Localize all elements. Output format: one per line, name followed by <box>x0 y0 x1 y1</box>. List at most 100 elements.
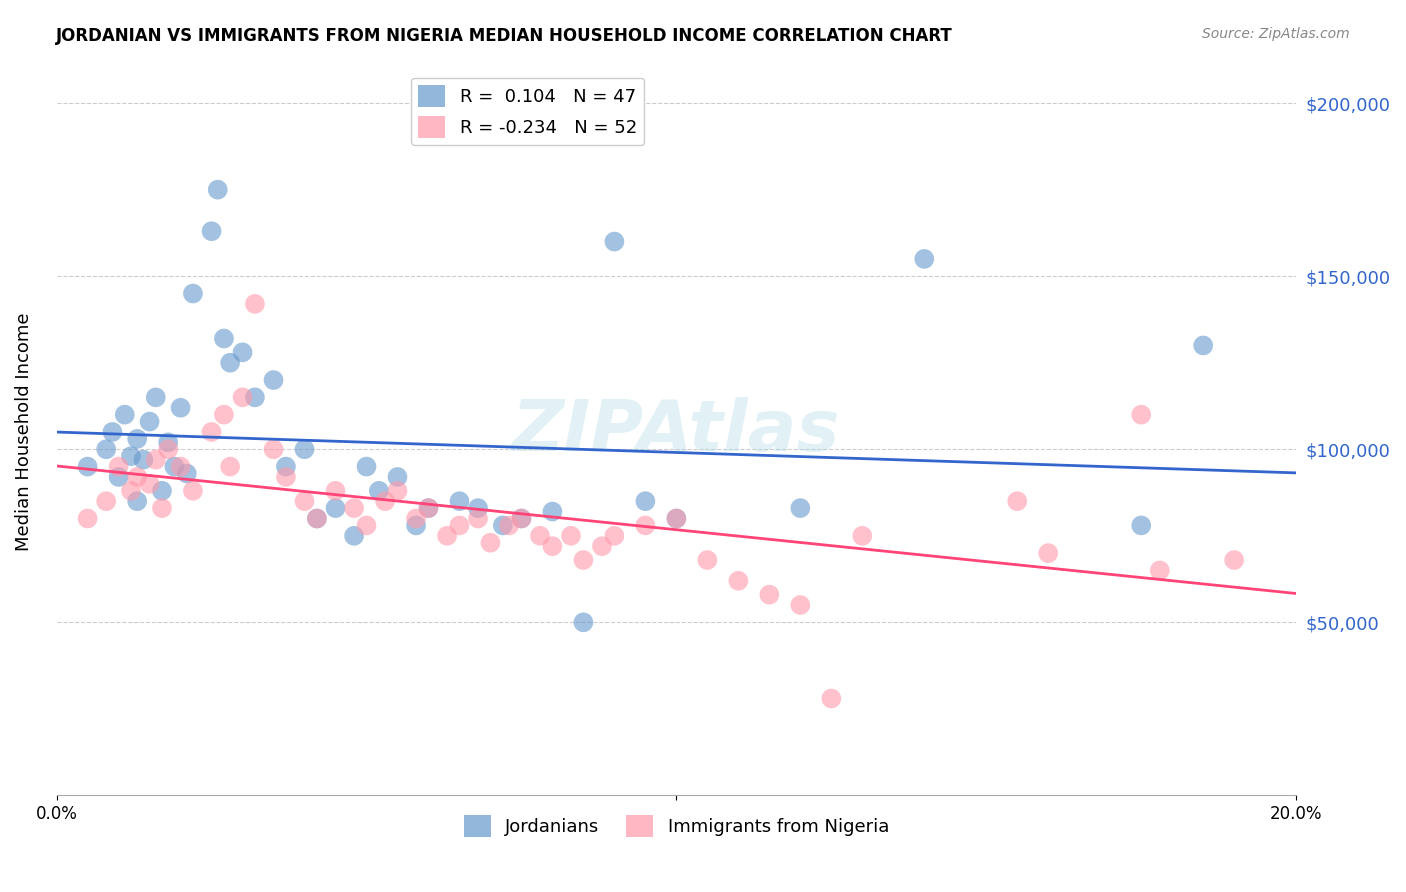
Point <box>343 501 366 516</box>
Y-axis label: Median Household Income: Median Household Income <box>15 313 32 551</box>
Point <box>1130 518 1153 533</box>
Point <box>572 553 595 567</box>
Point <box>96 494 118 508</box>
Point <box>356 518 378 533</box>
Point <box>207 183 229 197</box>
Point <box>343 529 366 543</box>
Point <box>789 501 811 516</box>
Point <box>479 535 502 549</box>
Point <box>572 615 595 630</box>
Point <box>76 511 98 525</box>
Point <box>1149 563 1171 577</box>
Text: Source: ZipAtlas.com: Source: ZipAtlas.com <box>1202 27 1350 41</box>
Point <box>127 432 149 446</box>
Point <box>1223 553 1246 567</box>
Point <box>325 501 347 516</box>
Point <box>449 494 471 508</box>
Point <box>138 415 160 429</box>
Point <box>367 483 389 498</box>
Point <box>114 408 136 422</box>
Point <box>305 511 328 525</box>
Point <box>163 459 186 474</box>
Point <box>96 442 118 457</box>
Point <box>219 356 242 370</box>
Point <box>263 373 285 387</box>
Point <box>157 435 180 450</box>
Point <box>727 574 749 588</box>
Point <box>789 598 811 612</box>
Point <box>541 539 564 553</box>
Point <box>132 452 155 467</box>
Point <box>492 518 515 533</box>
Point <box>127 470 149 484</box>
Point <box>305 511 328 525</box>
Point <box>405 511 427 525</box>
Point <box>467 511 489 525</box>
Point <box>603 235 626 249</box>
Point <box>232 345 254 359</box>
Point <box>101 425 124 439</box>
Legend: Jordanians, Immigrants from Nigeria: Jordanians, Immigrants from Nigeria <box>457 808 897 845</box>
Point <box>467 501 489 516</box>
Point <box>169 401 191 415</box>
Point <box>387 483 409 498</box>
Point <box>418 501 440 516</box>
Point <box>120 449 142 463</box>
Point <box>1007 494 1029 508</box>
Point <box>851 529 873 543</box>
Text: JORDANIAN VS IMMIGRANTS FROM NIGERIA MEDIAN HOUSEHOLD INCOME CORRELATION CHART: JORDANIAN VS IMMIGRANTS FROM NIGERIA MED… <box>56 27 953 45</box>
Point <box>1192 338 1215 352</box>
Point <box>76 459 98 474</box>
Point <box>200 425 222 439</box>
Point <box>243 297 266 311</box>
Point <box>181 483 204 498</box>
Point <box>274 459 297 474</box>
Point <box>387 470 409 484</box>
Point <box>418 501 440 516</box>
Point <box>912 252 935 266</box>
Point <box>212 408 235 422</box>
Point <box>634 518 657 533</box>
Point <box>696 553 718 567</box>
Point <box>436 529 458 543</box>
Point <box>665 511 688 525</box>
Point <box>374 494 396 508</box>
Point <box>219 459 242 474</box>
Point <box>107 459 129 474</box>
Point <box>243 390 266 404</box>
Point <box>498 518 520 533</box>
Point <box>127 494 149 508</box>
Point <box>356 459 378 474</box>
Point <box>510 511 533 525</box>
Point <box>1130 408 1153 422</box>
Point <box>232 390 254 404</box>
Point <box>274 470 297 484</box>
Point <box>510 511 533 525</box>
Point <box>181 286 204 301</box>
Point <box>634 494 657 508</box>
Point <box>120 483 142 498</box>
Point <box>150 483 173 498</box>
Point <box>591 539 613 553</box>
Point <box>145 452 167 467</box>
Point <box>176 467 198 481</box>
Point <box>145 390 167 404</box>
Point <box>294 442 316 457</box>
Point <box>560 529 582 543</box>
Point <box>665 511 688 525</box>
Text: ZIPAtlas: ZIPAtlas <box>512 398 841 467</box>
Point <box>212 331 235 345</box>
Point <box>263 442 285 457</box>
Point <box>449 518 471 533</box>
Point <box>529 529 551 543</box>
Point <box>169 459 191 474</box>
Point <box>157 442 180 457</box>
Point <box>405 518 427 533</box>
Point <box>294 494 316 508</box>
Point <box>758 588 780 602</box>
Point <box>1038 546 1060 560</box>
Point <box>541 505 564 519</box>
Point <box>138 476 160 491</box>
Point <box>200 224 222 238</box>
Point <box>107 470 129 484</box>
